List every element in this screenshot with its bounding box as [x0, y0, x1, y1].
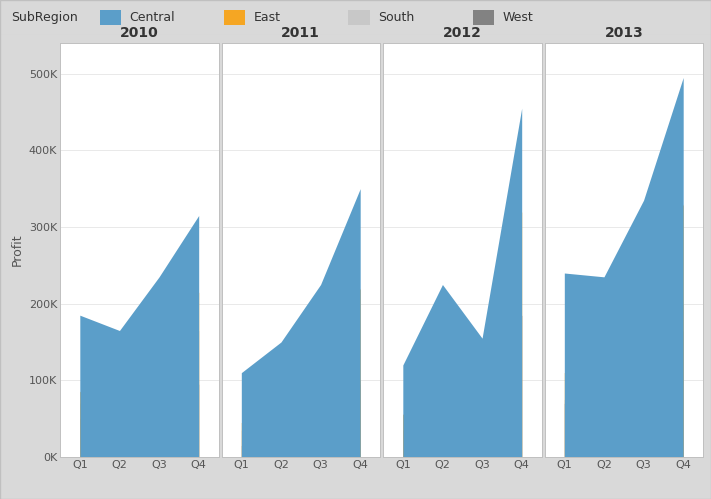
Text: Central: Central [129, 11, 175, 24]
Bar [224, 10, 245, 25]
Y-axis label: Profit: Profit [10, 234, 23, 266]
Bar [473, 10, 494, 25]
Text: West: West [503, 11, 533, 24]
Title: 2011: 2011 [282, 26, 320, 40]
Title: 2013: 2013 [604, 26, 643, 40]
Title: 2012: 2012 [443, 26, 481, 40]
Text: SubRegion: SubRegion [11, 11, 77, 24]
Text: East: East [254, 11, 281, 24]
Text: South: South [378, 11, 415, 24]
Bar [100, 10, 121, 25]
Title: 2010: 2010 [120, 26, 159, 40]
Bar [348, 10, 370, 25]
